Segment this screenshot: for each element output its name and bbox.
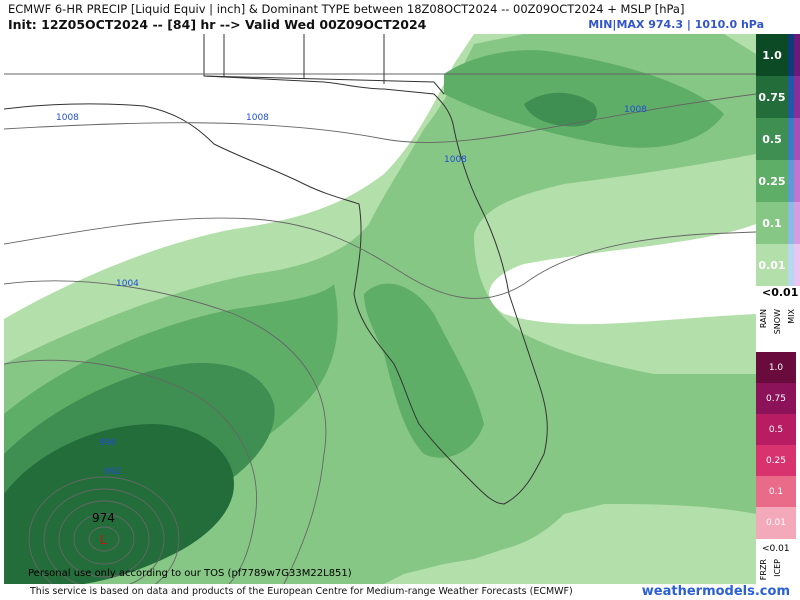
legend-snow-swatch	[788, 244, 794, 286]
precip-map: 1008 1008 1008 1008 1004 996 992 974 L	[4, 34, 756, 584]
legend-mix-swatch	[794, 34, 800, 76]
legend-mix-swatch	[794, 202, 800, 244]
legend-type-mix: MIX	[787, 309, 796, 324]
isobar-label: 1008	[444, 155, 467, 165]
low-marker: L	[100, 533, 107, 547]
isobar-label: 992	[104, 467, 121, 477]
legend-ice-level: 0.25	[756, 445, 796, 477]
legend-mix-swatch	[794, 76, 800, 118]
legend-rain-level: 0.75	[756, 76, 788, 118]
legend-snow-swatch	[788, 202, 794, 244]
legend-ice-level: 0.01	[756, 507, 796, 539]
legend-rain-level: 0.01	[756, 244, 788, 286]
legend-mix-swatch	[794, 118, 800, 160]
isobar-label: 1004	[116, 279, 139, 289]
legend-type-icep: ICEP	[773, 559, 782, 577]
low-pressure-value: 974	[92, 511, 115, 525]
isobar-label: 1008	[56, 113, 79, 123]
minmax-pressure: MIN|MAX 974.3 | 1010.0 hPa	[588, 18, 764, 31]
watermark: Personal use only according to our TOS (…	[28, 568, 352, 579]
isobar-label: 996	[99, 438, 116, 448]
legend-ice-level: 1.0	[756, 352, 796, 384]
legend-rain-level: 0.25	[756, 160, 788, 202]
isobars	[4, 93, 756, 584]
isobar-label: 1008	[246, 113, 269, 123]
legend-type-rain: RAIN	[759, 309, 768, 329]
legend-snow-swatch	[788, 118, 794, 160]
footer-credit: This service is based on data and produc…	[30, 586, 573, 597]
legend-ice-level: 0.5	[756, 414, 796, 446]
legend-rain-level: 1.0	[756, 34, 788, 76]
legend-below-min: <0.01	[762, 286, 799, 299]
legend-ice-below-min: <0.01	[762, 544, 790, 554]
legend-rain-level: 0.5	[756, 118, 788, 160]
brand-link[interactable]: weathermodels.com	[641, 584, 790, 599]
legend-ice-level: 0.75	[756, 383, 796, 415]
legend-rain-level: 0.1	[756, 202, 788, 244]
legend-type-frzr: FRZR	[759, 559, 768, 581]
map-init-valid: Init: 12Z05OCT2024 -- [84] hr --> Valid …	[8, 17, 427, 32]
legend-ice-level: 0.1	[756, 476, 796, 508]
legend-type-snow: SNOW	[773, 309, 782, 335]
legend-snow-swatch	[788, 160, 794, 202]
legend-mix-swatch	[794, 160, 800, 202]
legend-mix-swatch	[794, 244, 800, 286]
legend-snow-swatch	[788, 34, 794, 76]
precip-shading	[4, 34, 756, 584]
legend: 1.0 0.75 0.5 0.25 0.1 0.01 <0.01 RAIN SNOW MI…	[756, 34, 800, 584]
legend-snow-swatch	[788, 76, 794, 118]
coastlines	[4, 34, 756, 505]
isobar-label: 1008	[624, 105, 647, 115]
map-title: ECMWF 6-HR PRECIP [Liquid Equiv | inch] …	[8, 2, 685, 16]
